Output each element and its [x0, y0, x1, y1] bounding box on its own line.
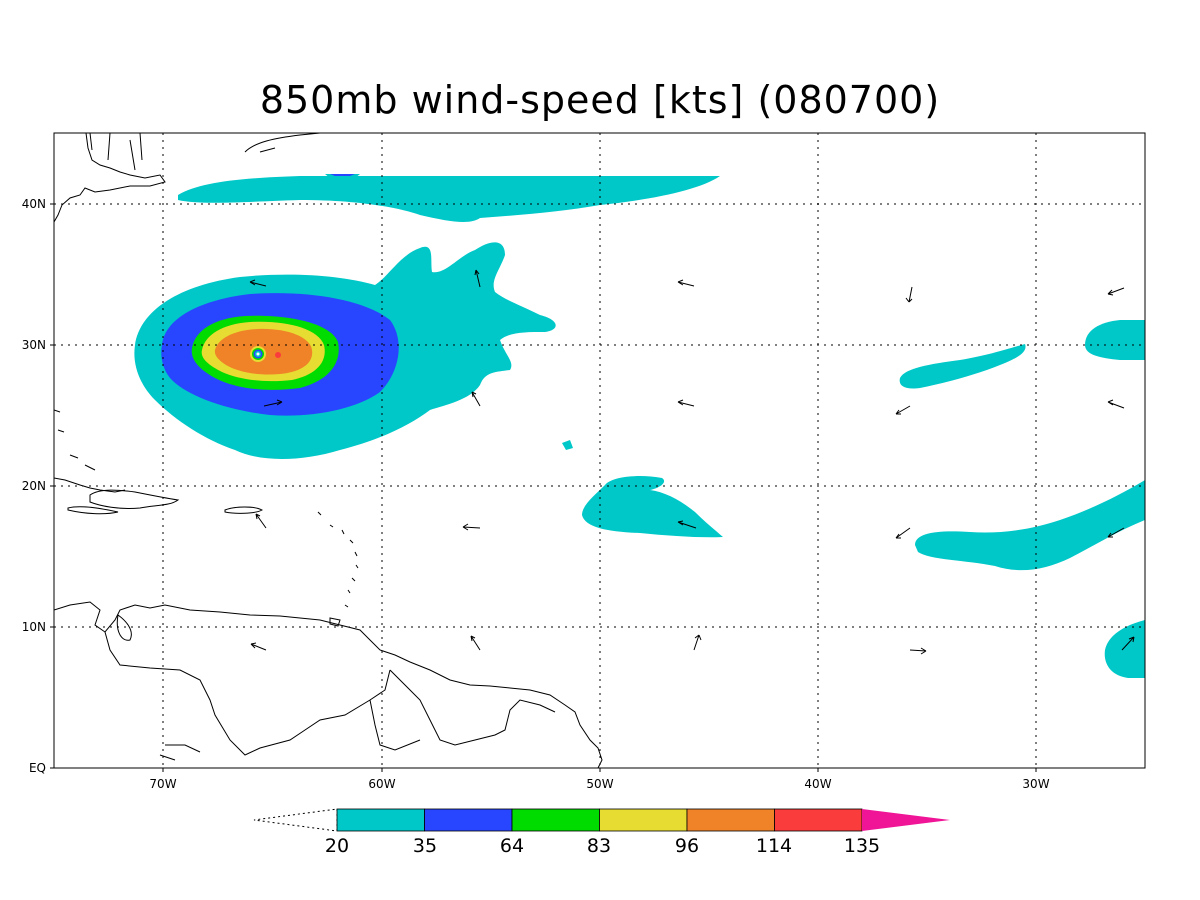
wind-arrow	[677, 520, 697, 529]
lat-tick-marks	[50, 203, 1037, 772]
colorbar-segment	[511, 808, 600, 832]
wind-arrow	[905, 286, 913, 303]
colorbar-segment	[774, 808, 863, 832]
colorbar-segment	[336, 808, 425, 832]
wind-arrow	[1107, 527, 1125, 538]
coast-inland-lines	[89, 133, 143, 171]
contour-red	[275, 352, 281, 358]
wind-arrow	[1107, 287, 1125, 296]
contour-blue-sliver	[330, 174, 355, 176]
wind-arrow	[1121, 636, 1135, 651]
lon-label-50w: 50W	[586, 777, 613, 791]
colorbar-label: 114	[756, 835, 792, 857]
lat-label-10n: 10N	[22, 620, 46, 634]
wind-arrow	[693, 634, 702, 651]
coast-jamaica	[67, 506, 119, 515]
colorbar-label: 20	[325, 835, 349, 857]
lat-label-30n: 30N	[22, 338, 46, 352]
colorbar-label: 135	[844, 835, 880, 857]
wind-arrow	[462, 523, 481, 531]
coast-south-america	[54, 601, 603, 768]
colorbar-segments	[336, 808, 863, 832]
wind-arrow	[471, 391, 481, 407]
wind-arrow	[250, 642, 267, 651]
lon-label-30w: 30W	[1022, 777, 1049, 791]
coastlines	[54, 133, 603, 768]
colorbar-high-arrow	[862, 809, 950, 831]
contour-cyan-north	[178, 176, 720, 222]
grid-lines	[54, 133, 1145, 768]
colorbar-label: 96	[675, 835, 699, 857]
wind-arrow	[474, 269, 481, 288]
map-title: 850mb wind-speed [kts] (080700)	[259, 78, 941, 122]
wind-speed-contours	[134, 174, 1145, 678]
contour-cyan-east-4	[1104, 620, 1145, 678]
colorbar-label: 64	[500, 835, 524, 857]
lat-label-40n: 40N	[22, 197, 46, 211]
lon-label-70w: 70W	[149, 777, 176, 791]
eye-center	[256, 352, 260, 356]
wind-arrow	[895, 527, 911, 539]
colorbar-low-arrow	[253, 808, 338, 832]
wind-arrow	[677, 399, 695, 407]
contour-cyan-small	[562, 440, 573, 450]
colorbar-label: 83	[587, 835, 611, 857]
coast-hispaniola	[89, 489, 180, 509]
coast-north-america	[54, 133, 166, 223]
wind-arrow	[895, 405, 911, 415]
wind-vectors	[249, 269, 1135, 655]
colorbar-labels: 20 35 64 83 96 114 135	[325, 835, 880, 857]
wind-arrow	[255, 513, 267, 529]
wind-arrow	[470, 635, 481, 651]
contour-cyan-east-1	[899, 344, 1026, 389]
coast-lesser-antilles	[317, 511, 359, 608]
coast-bahamas	[54, 409, 96, 471]
coast-puerto-rico	[224, 506, 264, 514]
coast-lake-maracaibo	[116, 614, 132, 641]
lat-label-20n: 20N	[22, 479, 46, 493]
colorbar-segment	[424, 808, 513, 832]
contour-cyan-east-3	[915, 480, 1145, 571]
wind-arrow	[677, 279, 695, 287]
coast-trinidad	[329, 617, 341, 627]
contour-cyan-central	[582, 476, 723, 538]
lat-labels: 40N 30N 20N 10N EQ	[22, 197, 46, 775]
wind-arrow	[249, 279, 267, 287]
colorbar-label: 35	[413, 835, 437, 857]
coast-cuba	[54, 477, 126, 493]
colorbar-segment	[599, 808, 688, 832]
wind-arrow	[1107, 399, 1125, 409]
wind-arrow	[909, 647, 927, 655]
lat-label-eq: EQ	[29, 761, 46, 775]
lon-labels: 70W 60W 50W 40W 30W	[149, 777, 1049, 791]
wind-arrow	[263, 399, 283, 407]
colorbar: 20 35 64 83 96 114 135	[253, 808, 950, 857]
lon-label-40w: 40W	[804, 777, 831, 791]
coast-nova-scotia	[244, 133, 321, 153]
coast-country-borders	[104, 631, 556, 761]
lon-label-60w: 60W	[368, 777, 395, 791]
contour-cyan-east-2	[1085, 320, 1145, 360]
colorbar-segment	[686, 808, 775, 832]
